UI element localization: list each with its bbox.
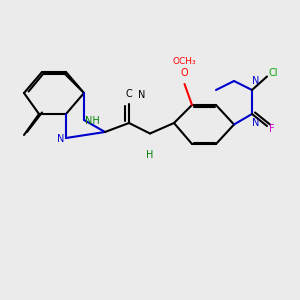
Text: Cl: Cl <box>268 68 278 79</box>
Text: F: F <box>268 124 274 134</box>
Text: O: O <box>181 68 188 78</box>
Text: N: N <box>138 91 146 100</box>
Text: OCH₃: OCH₃ <box>173 57 196 66</box>
Text: NH: NH <box>85 116 100 127</box>
Text: C: C <box>126 89 132 99</box>
Text: H: H <box>146 150 154 160</box>
Text: N: N <box>57 134 64 145</box>
Text: N: N <box>252 118 260 128</box>
Text: N: N <box>252 76 260 85</box>
